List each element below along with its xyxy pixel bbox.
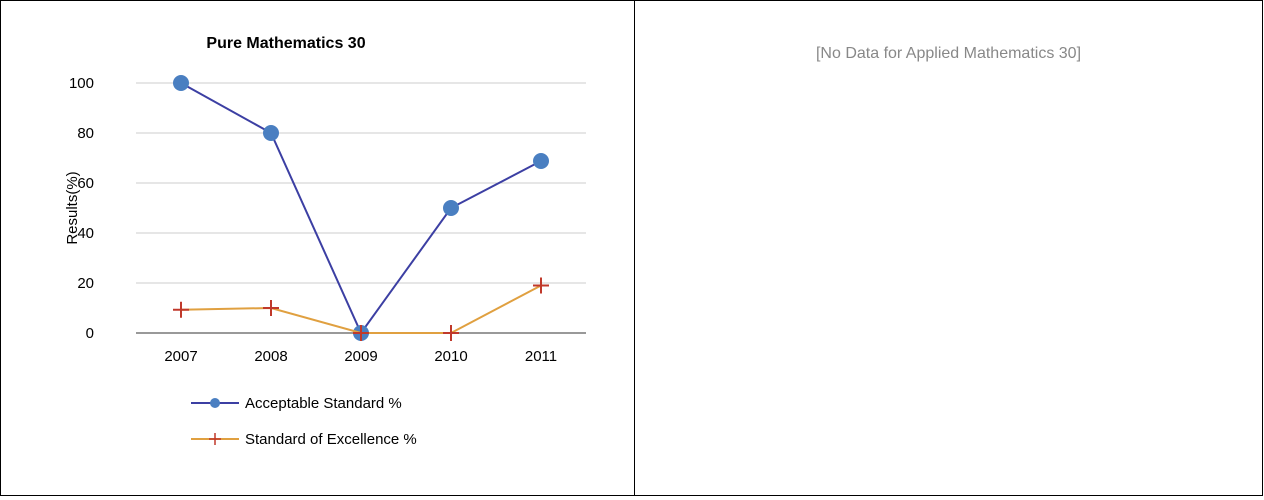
legend-label: Standard of Excellence % bbox=[245, 431, 417, 448]
x-tick-label: 2007 bbox=[164, 348, 197, 365]
x-tick-label: 2011 bbox=[525, 348, 557, 365]
gridlines bbox=[136, 83, 586, 333]
x-tick-label: 2010 bbox=[434, 348, 467, 365]
pure-math-chart-cell: Pure Mathematics 30 Results(%) 0 20 40 60 80… bbox=[1, 1, 635, 495]
data-point bbox=[443, 325, 459, 341]
y-tick-label: 60 bbox=[77, 175, 94, 192]
legend-item-1: Acceptable Standard % bbox=[191, 395, 402, 412]
data-point bbox=[443, 200, 459, 216]
series-1 bbox=[173, 75, 549, 341]
data-point bbox=[533, 153, 549, 169]
data-point bbox=[533, 278, 549, 294]
series-line bbox=[181, 83, 541, 333]
legend-item-2: Standard of Excellence % bbox=[191, 431, 417, 448]
data-point bbox=[173, 75, 189, 91]
data-point bbox=[173, 302, 189, 318]
legend: Acceptable Standard % Standard of Excelle… bbox=[191, 395, 417, 448]
chart-title: Pure Mathematics 30 bbox=[206, 35, 365, 52]
data-point bbox=[263, 300, 279, 316]
series-layer bbox=[173, 75, 549, 341]
legend-label: Acceptable Standard % bbox=[245, 395, 402, 412]
series-2 bbox=[173, 278, 549, 342]
line-chart: Pure Mathematics 30 Results(%) 020406080… bbox=[1, 1, 633, 495]
applied-math-cell: [No Data for Applied Mathematics 30] bbox=[635, 1, 1262, 495]
no-data-message: [No Data for Applied Mathematics 30] bbox=[635, 45, 1262, 63]
y-tick-label: 0 bbox=[86, 325, 94, 342]
x-tick-label: 2008 bbox=[254, 348, 287, 365]
legend-marker bbox=[210, 398, 220, 408]
y-tick-label: 100 bbox=[69, 75, 94, 92]
y-tick-label: 20 bbox=[77, 275, 94, 292]
x-tick-labels: 2007 2008 2009 2010 2011 bbox=[164, 348, 557, 365]
y-tick-label: 80 bbox=[77, 125, 94, 142]
y-tick-label: 40 bbox=[77, 225, 94, 242]
x-tick-label: 2009 bbox=[344, 348, 377, 365]
data-point bbox=[263, 125, 279, 141]
